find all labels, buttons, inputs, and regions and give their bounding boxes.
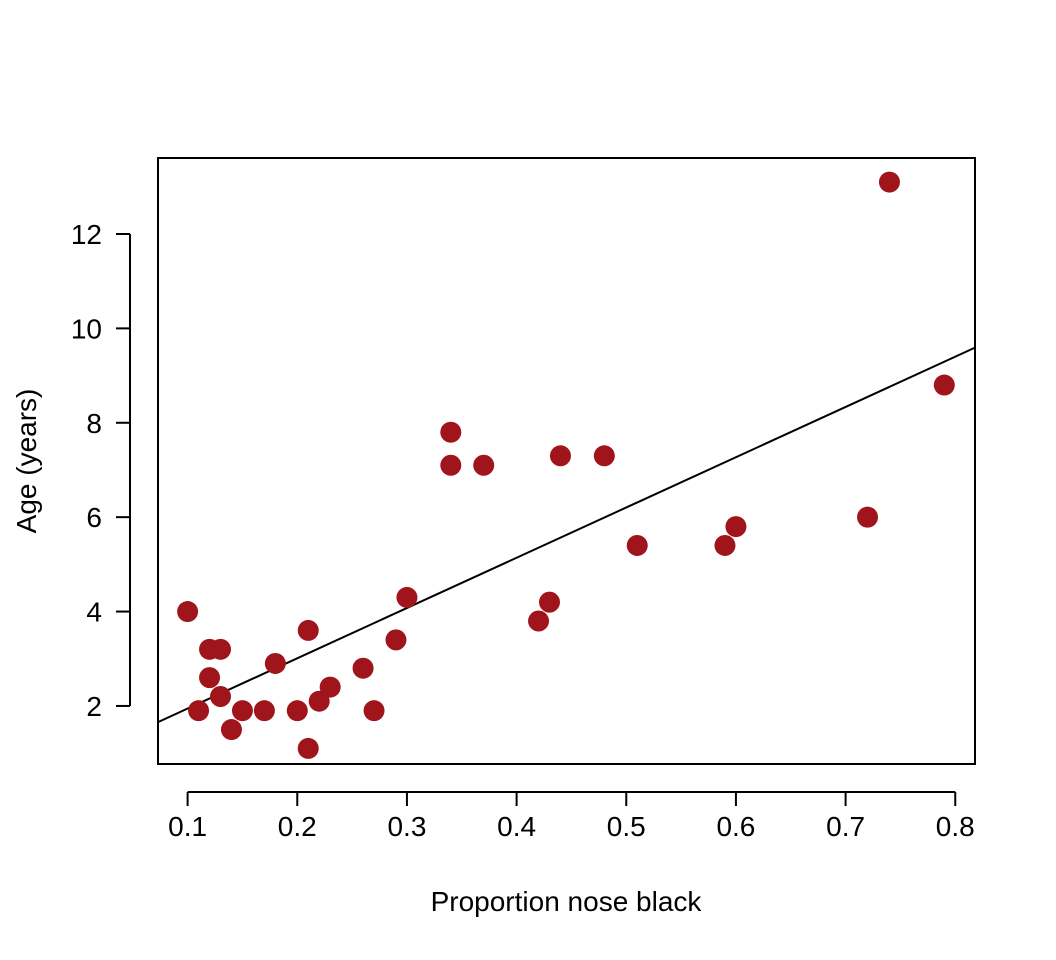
data-point xyxy=(188,700,210,722)
data-point xyxy=(297,619,319,641)
data-point xyxy=(440,454,462,476)
data-point xyxy=(626,534,648,556)
data-point xyxy=(352,657,374,679)
data-point xyxy=(440,421,462,443)
data-point xyxy=(231,700,253,722)
data-point xyxy=(593,445,615,467)
regression-line-group xyxy=(157,346,976,724)
data-point xyxy=(473,454,495,476)
plot-frame xyxy=(157,157,976,765)
data-point xyxy=(396,586,418,608)
y-axis: 2 4 6 8 10 12 xyxy=(71,219,131,722)
data-point xyxy=(264,652,286,674)
data-points xyxy=(177,171,955,759)
data-point xyxy=(220,719,242,741)
x-axis-label: Proportion nose black xyxy=(431,886,703,917)
data-point xyxy=(385,629,407,651)
data-point xyxy=(528,610,550,632)
data-point xyxy=(308,690,330,712)
data-point xyxy=(363,700,385,722)
y-tick-label: 6 xyxy=(86,502,102,533)
data-point xyxy=(319,676,341,698)
data-point xyxy=(549,445,571,467)
data-point xyxy=(933,374,955,396)
x-tick-label: 0.3 xyxy=(387,811,426,842)
data-point xyxy=(539,591,561,613)
x-tick-label: 0.6 xyxy=(716,811,755,842)
x-tick-label: 0.8 xyxy=(936,811,975,842)
data-point xyxy=(725,516,747,538)
y-tick-label: 8 xyxy=(86,408,102,439)
data-point xyxy=(253,700,275,722)
data-point xyxy=(210,638,232,660)
x-tick-label: 0.5 xyxy=(607,811,646,842)
y-axis-label: Age (years) xyxy=(11,389,42,534)
y-tick-label: 12 xyxy=(71,219,102,250)
data-point xyxy=(297,737,319,759)
data-point xyxy=(714,534,736,556)
regression-line xyxy=(157,346,976,724)
data-point xyxy=(199,667,221,689)
y-tick-label: 2 xyxy=(86,691,102,722)
data-point xyxy=(286,700,308,722)
x-tick-label: 0.7 xyxy=(826,811,865,842)
y-tick-label: 10 xyxy=(71,313,102,344)
x-tick-label: 0.2 xyxy=(278,811,317,842)
x-tick-label: 0.1 xyxy=(168,811,207,842)
x-tick-label: 0.4 xyxy=(497,811,536,842)
data-point xyxy=(857,506,879,528)
data-point xyxy=(210,686,232,708)
data-point xyxy=(878,171,900,193)
y-tick-label: 4 xyxy=(86,597,102,628)
x-axis: 0.1 0.2 0.3 0.4 0.5 0.6 0.7 0.8 xyxy=(168,791,975,842)
data-point xyxy=(177,601,199,623)
